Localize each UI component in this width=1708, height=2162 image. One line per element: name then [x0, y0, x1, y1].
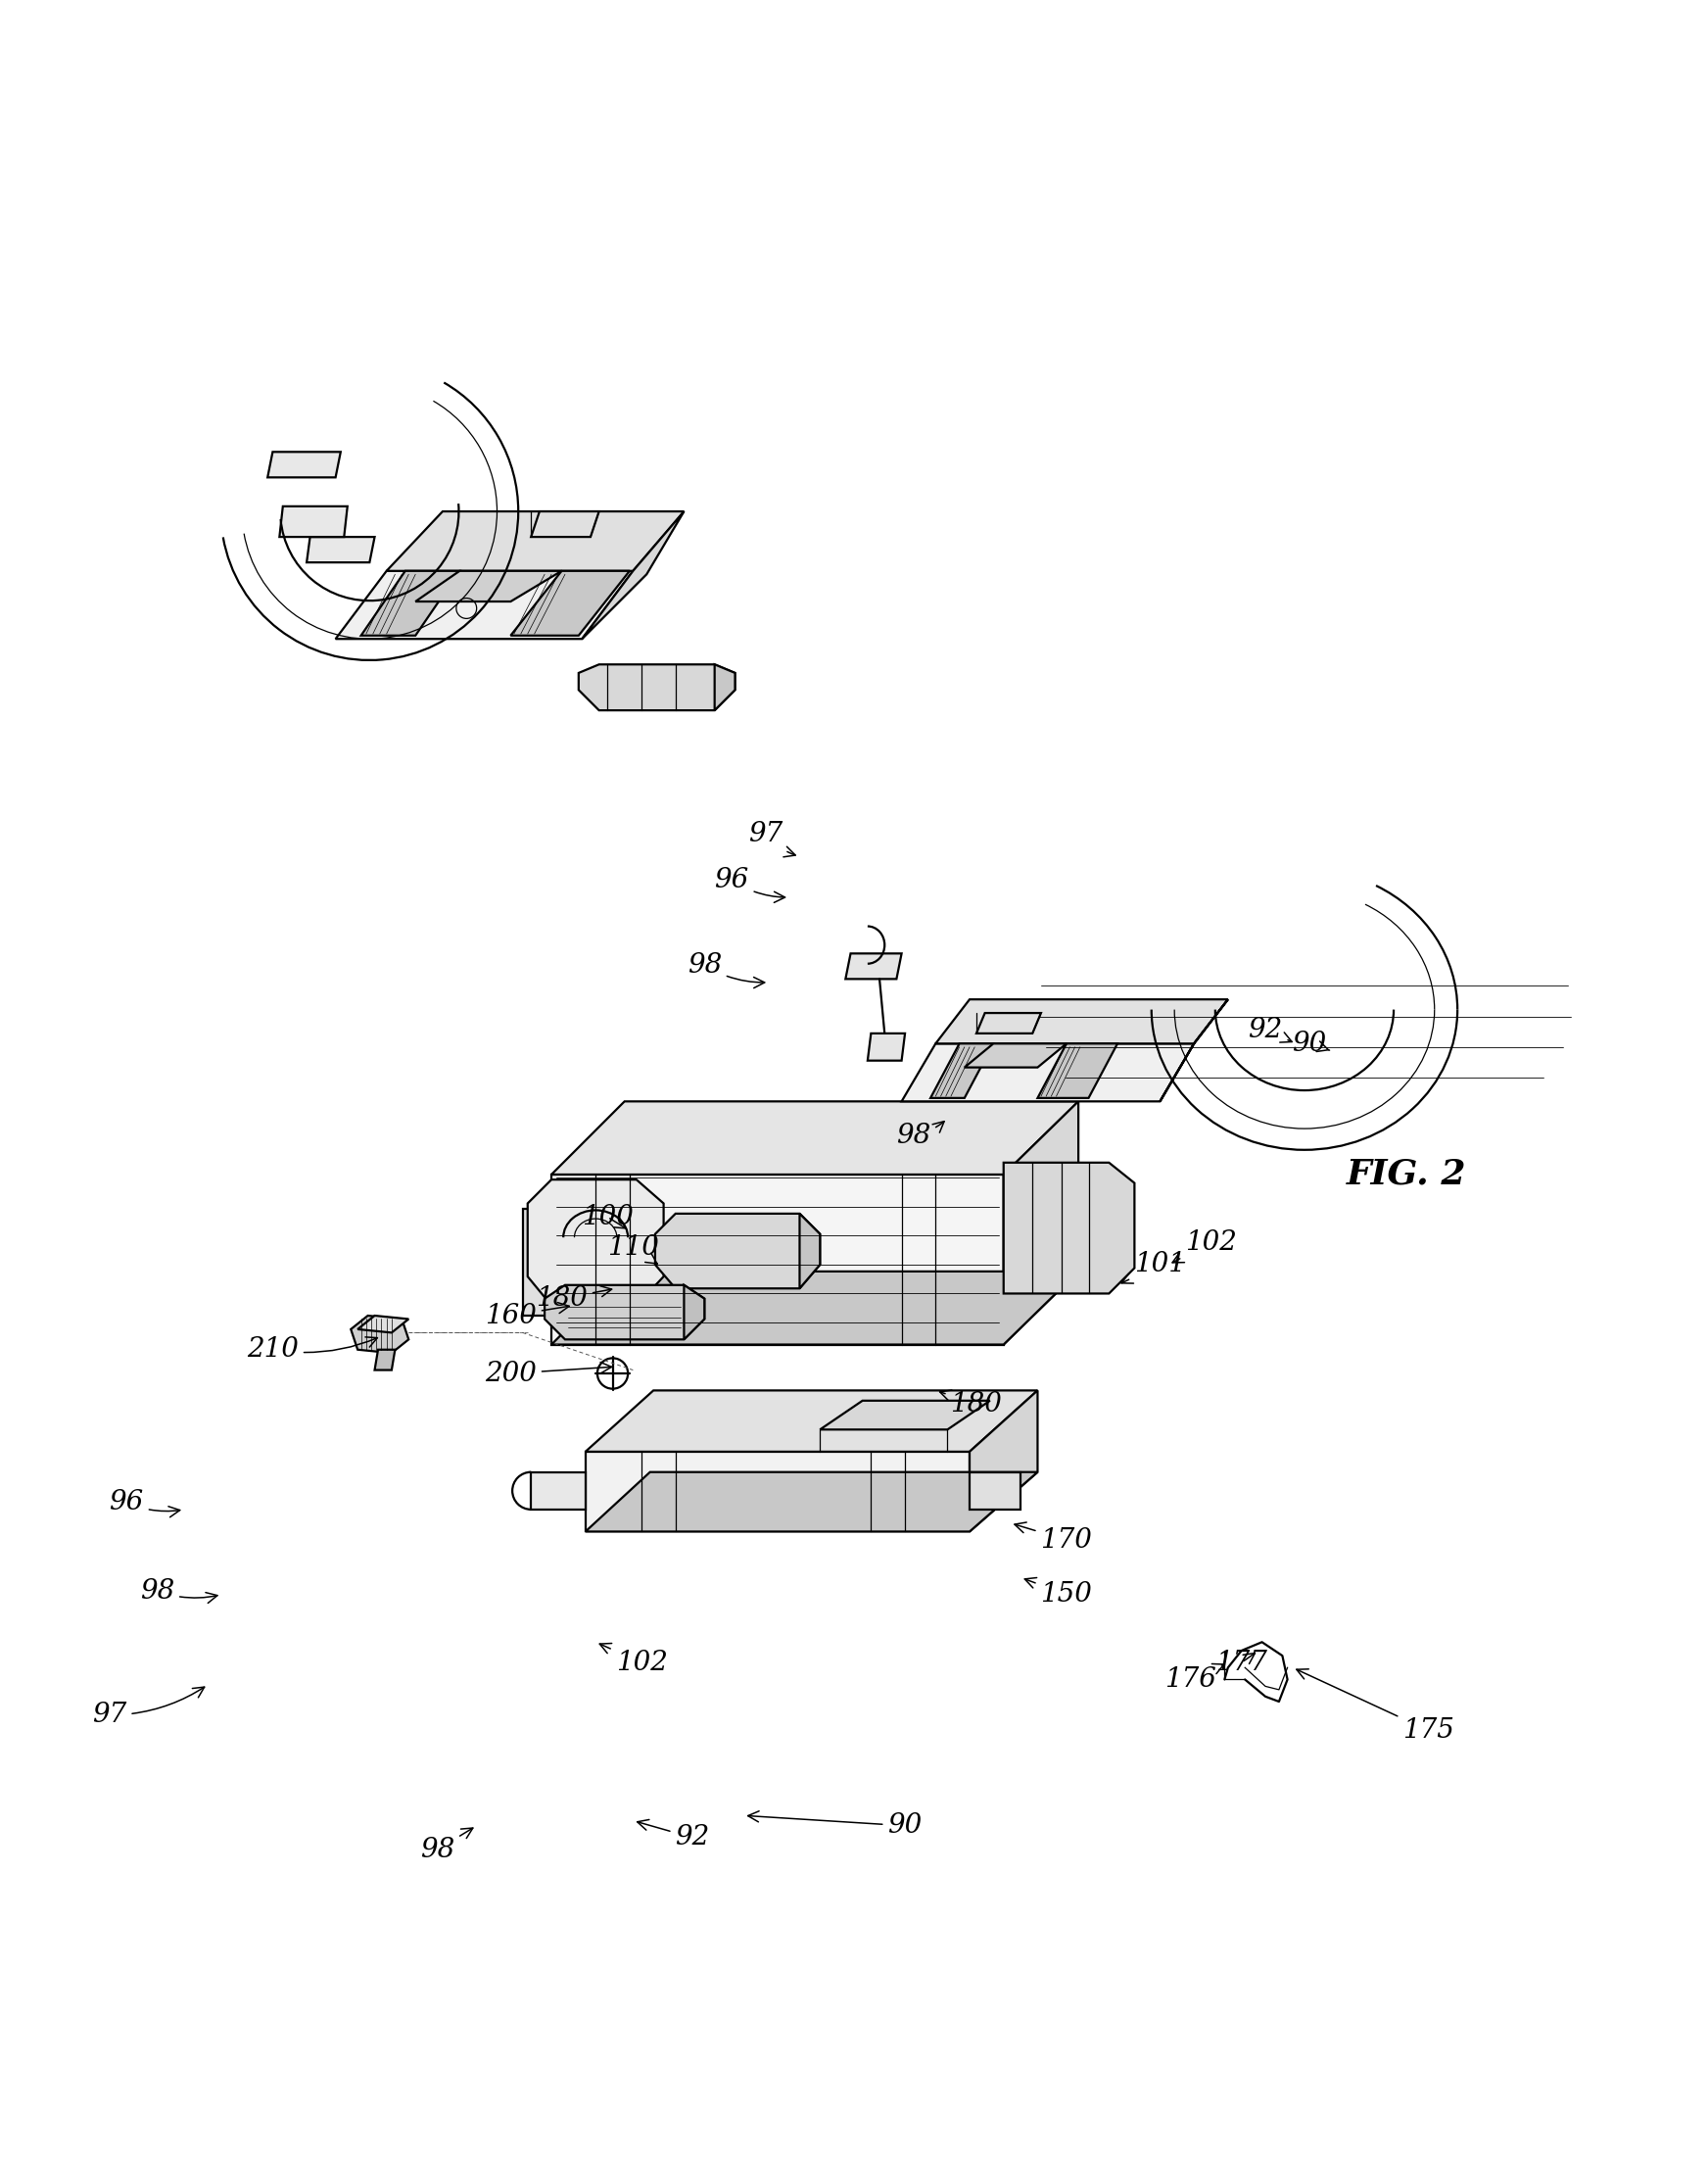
- Polygon shape: [582, 512, 683, 640]
- Polygon shape: [656, 1213, 820, 1289]
- Polygon shape: [374, 1349, 395, 1371]
- Polygon shape: [683, 1284, 704, 1340]
- Text: 175: 175: [1296, 1669, 1455, 1745]
- Polygon shape: [552, 1174, 1004, 1345]
- Polygon shape: [931, 1044, 994, 1098]
- Polygon shape: [902, 1044, 1194, 1100]
- Text: 97: 97: [748, 822, 796, 856]
- Text: 98: 98: [687, 951, 765, 988]
- Text: 160: 160: [485, 1302, 569, 1330]
- Polygon shape: [280, 506, 347, 536]
- Text: 98: 98: [897, 1122, 945, 1148]
- Polygon shape: [1004, 1163, 1134, 1293]
- Text: 200: 200: [485, 1360, 611, 1386]
- Polygon shape: [357, 1317, 408, 1332]
- Polygon shape: [970, 1472, 1021, 1509]
- Polygon shape: [586, 1451, 970, 1531]
- Polygon shape: [586, 1390, 1037, 1451]
- Text: 210: 210: [246, 1336, 377, 1362]
- Polygon shape: [845, 953, 902, 979]
- Text: 177: 177: [1216, 1650, 1267, 1676]
- Text: 90: 90: [1293, 1031, 1329, 1057]
- Text: 100: 100: [582, 1204, 634, 1230]
- Polygon shape: [552, 1100, 1078, 1174]
- Polygon shape: [335, 571, 634, 640]
- Polygon shape: [1037, 1044, 1117, 1098]
- Text: 150: 150: [1025, 1578, 1093, 1609]
- Polygon shape: [799, 1213, 820, 1289]
- Polygon shape: [360, 571, 459, 636]
- Text: FIG. 2: FIG. 2: [1346, 1159, 1467, 1191]
- Polygon shape: [552, 1271, 1078, 1345]
- Polygon shape: [531, 1472, 586, 1509]
- Text: 180: 180: [536, 1286, 611, 1312]
- Text: 97: 97: [92, 1686, 205, 1727]
- Polygon shape: [268, 452, 340, 478]
- Text: 96: 96: [109, 1490, 179, 1518]
- Text: 110: 110: [606, 1235, 659, 1265]
- Polygon shape: [511, 571, 630, 636]
- Text: 101: 101: [1122, 1252, 1185, 1284]
- Polygon shape: [868, 1033, 905, 1062]
- Text: 96: 96: [714, 867, 786, 902]
- Polygon shape: [528, 1180, 664, 1306]
- Polygon shape: [531, 512, 600, 536]
- Polygon shape: [523, 1209, 552, 1317]
- Text: 92: 92: [1249, 1016, 1291, 1044]
- Polygon shape: [579, 664, 734, 711]
- Polygon shape: [977, 1014, 1040, 1033]
- Polygon shape: [714, 664, 734, 711]
- Text: 170: 170: [1015, 1522, 1093, 1552]
- Text: 102: 102: [1172, 1230, 1237, 1263]
- Polygon shape: [1160, 999, 1228, 1100]
- Polygon shape: [586, 1472, 1037, 1531]
- Polygon shape: [415, 571, 562, 601]
- Polygon shape: [545, 1284, 704, 1340]
- Polygon shape: [936, 999, 1228, 1044]
- Text: 90: 90: [748, 1812, 922, 1840]
- Text: 92: 92: [637, 1820, 711, 1851]
- Text: 180: 180: [939, 1390, 1003, 1418]
- Polygon shape: [386, 512, 683, 571]
- Text: 98: 98: [140, 1578, 217, 1604]
- Polygon shape: [970, 1390, 1037, 1531]
- Polygon shape: [820, 1401, 991, 1429]
- Polygon shape: [1004, 1100, 1078, 1345]
- Polygon shape: [965, 1044, 1066, 1068]
- Polygon shape: [350, 1317, 408, 1353]
- Text: 176: 176: [1165, 1665, 1225, 1693]
- Text: 102: 102: [600, 1643, 668, 1676]
- Text: 98: 98: [420, 1829, 473, 1864]
- Polygon shape: [307, 536, 374, 562]
